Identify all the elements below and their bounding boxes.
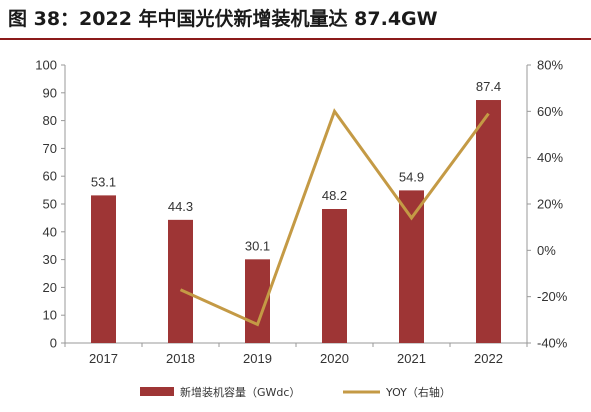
right-tick-label: 80% [537, 58, 563, 73]
right-tick-label: -40% [537, 336, 568, 351]
right-tick-label: 0% [537, 243, 556, 258]
x-tick-label: 2021 [397, 351, 426, 366]
chart-title: 图 38：2022 年中国光伏新增装机量达 87.4GW [8, 8, 438, 30]
left-tick-label: 40 [43, 224, 57, 239]
x-tick-label: 2020 [320, 351, 349, 366]
left-tick-label: 50 [43, 197, 57, 212]
left-tick-label: 30 [43, 252, 57, 267]
legend-bar-swatch [140, 387, 174, 396]
x-tick-label: 2019 [243, 351, 272, 366]
x-tick-label: 2018 [166, 351, 195, 366]
bar [476, 100, 501, 343]
left-tick-label: 70 [43, 141, 57, 156]
axes: 0 10 20 30 40 50 60 70 80 90 100 -40% -20% 0% 20% 40% 60… [35, 58, 567, 367]
bar-data-label: 53.1 [91, 174, 116, 189]
legend: 新增装机容量（GWdc） YOY（右轴） [140, 385, 451, 399]
bar-data-label: 44.3 [168, 199, 193, 214]
right-tick-label: 60% [537, 104, 563, 119]
bar [399, 190, 424, 343]
bars [91, 100, 501, 343]
bar-data-label: 30.1 [245, 238, 270, 253]
bar [91, 195, 116, 343]
legend-line-label: YOY（右轴） [385, 385, 451, 399]
x-tick-label: 2022 [474, 351, 503, 366]
yoy-line-group [179, 108, 490, 327]
left-tick-label: 100 [35, 58, 57, 73]
bar-data-label: 48.2 [322, 188, 347, 203]
left-tick-label: 80 [43, 113, 57, 128]
left-tick-label: 10 [43, 308, 57, 323]
right-tick-label: 20% [537, 197, 563, 212]
bar-data-label: 87.4 [476, 79, 501, 94]
bar [322, 209, 347, 343]
data-labels: 53.1 44.3 30.1 48.2 54.9 87.4 [91, 79, 501, 253]
bar [168, 219, 193, 343]
right-tick-label: -20% [537, 289, 568, 304]
x-tick-label: 2017 [89, 351, 118, 366]
legend-bar-label: 新增装机容量（GWdc） [180, 385, 300, 399]
title-rule [0, 38, 591, 40]
right-tick-label: 40% [537, 150, 563, 165]
bar-data-label: 54.9 [399, 169, 424, 184]
left-tick-label: 0 [50, 336, 57, 351]
left-tick-label: 90 [43, 85, 57, 100]
left-tick-label: 60 [43, 169, 57, 184]
left-tick-label: 20 [43, 280, 57, 295]
